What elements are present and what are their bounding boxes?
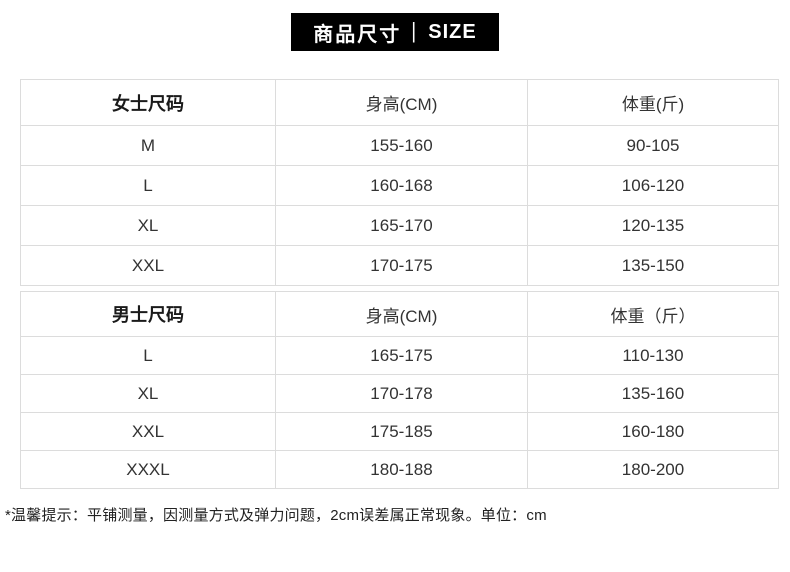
column-header: 身高(CM) <box>275 291 528 337</box>
size-cell: XL <box>20 374 276 413</box>
table-row: L 160-168 106-120 <box>20 165 779 206</box>
table-row: M 155-160 90-105 <box>20 125 779 166</box>
size-cell: 160-180 <box>527 412 779 451</box>
table-row: XXL 175-185 160-180 <box>20 412 779 451</box>
size-cell: 155-160 <box>275 125 528 166</box>
size-cell: 170-175 <box>275 245 528 286</box>
page-title-banner: 商品尺寸 | SIZE <box>291 13 499 51</box>
size-cell: L <box>20 336 276 375</box>
column-header: 男士尺码 <box>20 291 276 337</box>
column-header: 体重（斤） <box>527 291 779 337</box>
size-cell: 180-188 <box>275 450 528 489</box>
header-row: 女士尺码 身高(CM) 体重(斤) <box>20 79 779 126</box>
column-header: 女士尺码 <box>20 79 276 126</box>
size-cell: M <box>20 125 276 166</box>
table-row: XL 170-178 135-160 <box>20 374 779 413</box>
size-cell: 110-130 <box>527 336 779 375</box>
size-cell: L <box>20 165 276 206</box>
table-row: XXL 170-175 135-150 <box>20 245 779 286</box>
title-divider: | <box>411 19 417 44</box>
size-cell: 160-168 <box>275 165 528 206</box>
size-cell: 106-120 <box>527 165 779 206</box>
page-title-en: SIZE <box>428 20 477 43</box>
size-cell: 135-150 <box>527 245 779 286</box>
size-cell: 135-160 <box>527 374 779 413</box>
page-title-zh: 商品尺寸 <box>313 23 402 46</box>
women-size-table: 女士尺码 身高(CM) 体重(斤) M 155-160 90-105 L 160-168 106… <box>20 79 779 286</box>
size-cell: XL <box>20 205 276 246</box>
table-row: XL 165-170 120-135 <box>20 205 779 246</box>
size-cell: 180-200 <box>527 450 779 489</box>
men-size-table: 男士尺码 身高(CM) 体重（斤） L 165-175 110-130 XL 170-178 1… <box>20 291 779 489</box>
size-cell: 165-175 <box>275 336 528 375</box>
column-header: 体重(斤) <box>527 79 779 126</box>
size-cell: 120-135 <box>527 205 779 246</box>
size-cell: XXL <box>20 412 276 451</box>
size-cell: 170-178 <box>275 374 528 413</box>
size-cell: XXXL <box>20 450 276 489</box>
size-cell: 165-170 <box>275 205 528 246</box>
size-cell: 90-105 <box>527 125 779 166</box>
measurement-note: *温馨提示：平铺测量，因测量方式及弹力问题，2cm误差属正常现象。单位：cm <box>5 507 547 524</box>
size-cell: 175-185 <box>275 412 528 451</box>
table-row: XXXL 180-188 180-200 <box>20 450 779 489</box>
header-row: 男士尺码 身高(CM) 体重（斤） <box>20 291 779 337</box>
table-row: L 165-175 110-130 <box>20 336 779 375</box>
size-cell: XXL <box>20 245 276 286</box>
banner-wrap: 商品尺寸 | SIZE <box>0 0 790 51</box>
column-header: 身高(CM) <box>275 79 528 126</box>
